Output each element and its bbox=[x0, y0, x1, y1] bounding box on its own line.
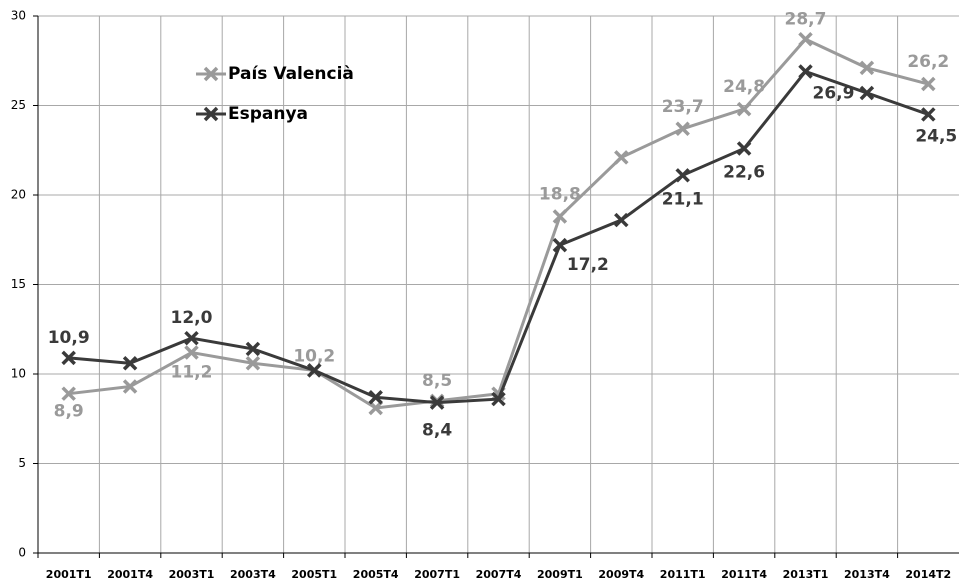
marker bbox=[552, 237, 568, 253]
marker bbox=[921, 107, 936, 122]
y-tick-label: 20 bbox=[11, 188, 26, 202]
x-tick-label: 2007T1 bbox=[414, 568, 460, 581]
legend-marker bbox=[203, 66, 219, 82]
x-tick-label: 2001T4 bbox=[107, 568, 153, 581]
data-label: 17,2 bbox=[567, 255, 609, 275]
marker bbox=[614, 150, 629, 165]
y-tick-label: 25 bbox=[11, 98, 26, 112]
marker bbox=[736, 101, 752, 117]
y-tick-label: 15 bbox=[11, 277, 26, 291]
marker bbox=[798, 64, 813, 79]
marker bbox=[921, 76, 936, 92]
data-label: 10,9 bbox=[48, 328, 90, 348]
marker bbox=[736, 141, 752, 156]
series-line bbox=[68, 37, 929, 410]
x-tick-label: 2009T4 bbox=[598, 568, 644, 581]
data-label: 26,9 bbox=[813, 83, 855, 103]
y-tick-label: 0 bbox=[18, 546, 26, 560]
legend-marker bbox=[203, 106, 219, 122]
x-tick-label: 2007T4 bbox=[476, 568, 522, 581]
data-label: 24,8 bbox=[723, 77, 765, 97]
data-label: 10,2 bbox=[293, 346, 335, 366]
marker bbox=[429, 395, 445, 410]
data-label: 8,9 bbox=[54, 402, 84, 422]
marker bbox=[798, 32, 813, 47]
data-label: 8,5 bbox=[422, 371, 452, 391]
data-label: 28,7 bbox=[785, 9, 827, 29]
y-tick-label: 10 bbox=[11, 367, 26, 381]
marker bbox=[491, 391, 506, 407]
marker bbox=[307, 363, 322, 378]
marker bbox=[122, 356, 138, 371]
marker bbox=[61, 386, 76, 401]
x-tick-label: 2003T1 bbox=[169, 568, 215, 581]
data-label: 8,4 bbox=[422, 421, 452, 441]
marker bbox=[675, 121, 690, 137]
marker bbox=[245, 341, 261, 357]
marker bbox=[675, 168, 690, 183]
data-label: 12,0 bbox=[171, 308, 213, 328]
x-tick-label: 2011T1 bbox=[660, 568, 706, 581]
y-tick-label: 5 bbox=[18, 456, 26, 470]
data-label: 26,2 bbox=[907, 52, 949, 72]
legend-label: País Valencià bbox=[228, 64, 354, 84]
marker bbox=[552, 209, 568, 224]
legend-label: Espanya bbox=[228, 104, 308, 124]
x-tick-label: 2005T4 bbox=[353, 568, 399, 581]
x-tick-label: 2009T1 bbox=[537, 568, 583, 581]
data-label: 24,5 bbox=[915, 126, 957, 146]
data-label: 23,7 bbox=[662, 97, 704, 117]
marker bbox=[122, 379, 138, 394]
marker bbox=[368, 400, 383, 416]
marker bbox=[859, 60, 875, 76]
x-tick-label: 2011T4 bbox=[721, 568, 767, 581]
marker bbox=[184, 345, 199, 360]
marker bbox=[245, 356, 261, 371]
data-label: 21,1 bbox=[662, 189, 704, 209]
x-tick-label: 2014T2 bbox=[905, 568, 951, 581]
marker bbox=[614, 212, 629, 228]
data-label: 22,6 bbox=[723, 162, 765, 182]
x-tick-label: 2013T1 bbox=[783, 568, 829, 581]
marker bbox=[184, 330, 199, 346]
x-tick-label: 2001T1 bbox=[46, 568, 92, 581]
x-tick-label: 2003T4 bbox=[230, 568, 276, 581]
marker bbox=[61, 350, 76, 366]
data-label: 11,2 bbox=[171, 363, 213, 383]
x-tick-label: 2013T4 bbox=[844, 568, 890, 581]
data-label: 18,8 bbox=[539, 184, 581, 204]
marker bbox=[859, 85, 875, 101]
x-tick-label: 2005T1 bbox=[291, 568, 337, 581]
marker bbox=[368, 390, 383, 405]
y-tick-label: 30 bbox=[11, 9, 26, 23]
